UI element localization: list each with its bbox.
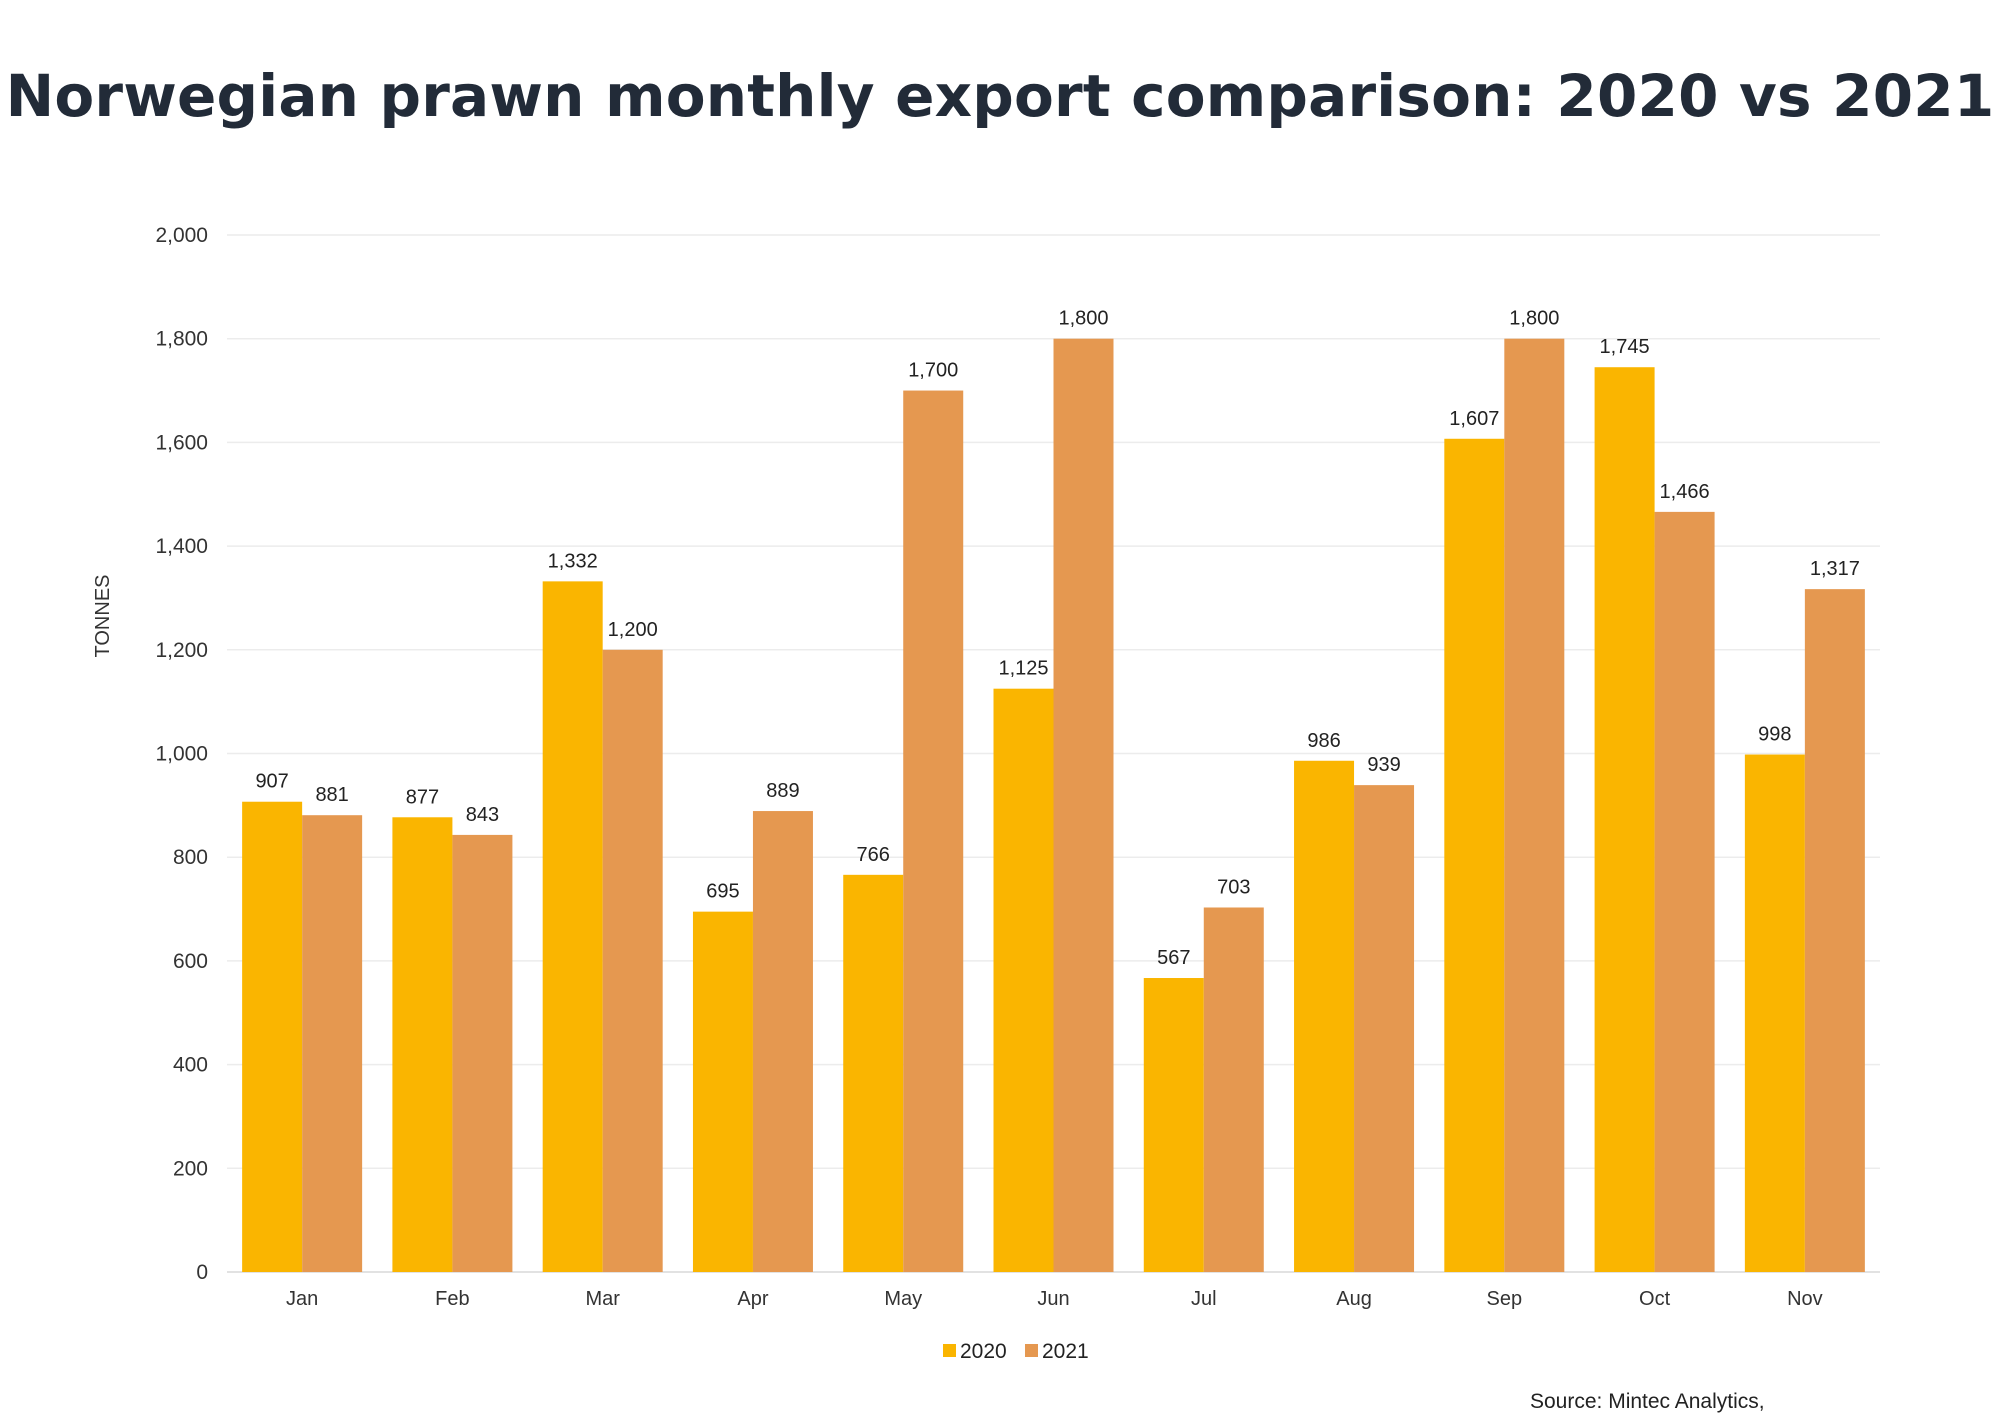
legend-swatch-2021 xyxy=(1025,1344,1038,1357)
y-tick-label: 600 xyxy=(173,950,208,973)
bar-2021-jun xyxy=(1053,338,1114,1272)
x-tick-label: Aug xyxy=(1336,1288,1372,1310)
bar-2021-feb xyxy=(452,834,513,1272)
bar-2020-feb xyxy=(392,817,453,1272)
data-label: 695 xyxy=(706,881,739,903)
data-label: 567 xyxy=(1157,947,1190,969)
data-label: 766 xyxy=(857,844,890,866)
y-tick-label: 1,400 xyxy=(155,535,208,558)
bar-2021-aug xyxy=(1354,785,1415,1272)
x-tick-label: Jul xyxy=(1191,1288,1217,1310)
y-tick-label: 1,600 xyxy=(155,431,208,454)
bar-2020-jul xyxy=(1143,978,1204,1272)
x-tick-label: Jan xyxy=(286,1288,318,1310)
y-tick-label: 0 xyxy=(196,1261,208,1284)
y-tick-label: 200 xyxy=(173,1157,208,1180)
data-label: 1,200 xyxy=(608,619,658,641)
y-tick-label: 1,200 xyxy=(155,639,208,662)
bar-2021-apr xyxy=(752,811,813,1272)
bar-2021-sep xyxy=(1504,338,1565,1272)
y-tick-label: 400 xyxy=(173,1054,208,1077)
bar-2021-mar xyxy=(602,649,663,1272)
data-label: 1,800 xyxy=(1058,308,1108,330)
data-label: 1,745 xyxy=(1600,336,1650,358)
x-tick-label: Nov xyxy=(1787,1288,1823,1310)
bar-2020-jun xyxy=(993,688,1054,1272)
x-tick-label: Sep xyxy=(1487,1288,1523,1310)
data-label: 1,800 xyxy=(1509,308,1559,330)
bar-2020-oct xyxy=(1594,367,1655,1272)
source-note: Source: Mintec Analytics, xyxy=(1530,1390,1765,1413)
x-tick-label: May xyxy=(884,1288,922,1310)
legend-label-2020: 2020 xyxy=(960,1340,1007,1363)
x-tick-label: Feb xyxy=(435,1288,469,1310)
data-label: 1,700 xyxy=(908,360,958,382)
data-label: 889 xyxy=(766,780,799,802)
legend-label-2021: 2021 xyxy=(1042,1340,1089,1363)
data-label: 1,317 xyxy=(1810,558,1860,580)
legend-swatch-2020 xyxy=(943,1344,956,1357)
data-label: 998 xyxy=(1758,724,1791,746)
data-label: 881 xyxy=(315,784,348,806)
bar-2021-nov xyxy=(1804,589,1865,1272)
bar-2021-oct xyxy=(1654,511,1715,1272)
x-tick-label: Oct xyxy=(1639,1288,1671,1310)
data-label: 1,332 xyxy=(548,550,598,572)
bar-2020-aug xyxy=(1294,760,1355,1272)
bar-2020-nov xyxy=(1744,754,1805,1272)
data-label: 703 xyxy=(1217,876,1250,898)
y-tick-label: 800 xyxy=(173,846,208,869)
y-tick-label: 1,800 xyxy=(155,328,208,351)
data-label: 1,607 xyxy=(1449,408,1499,430)
bar-2020-apr xyxy=(692,911,753,1272)
y-tick-label: 2,000 xyxy=(155,224,208,247)
x-tick-label: Apr xyxy=(737,1288,768,1310)
bar-2021-jan xyxy=(302,815,363,1272)
bar-2020-may xyxy=(843,874,904,1272)
y-axis-label: TONNES xyxy=(92,575,114,658)
bar-2021-may xyxy=(903,390,964,1272)
bar-2020-mar xyxy=(542,581,603,1272)
bar-2020-sep xyxy=(1444,438,1505,1272)
x-tick-label: Jun xyxy=(1037,1288,1069,1310)
x-tick-label: Mar xyxy=(585,1288,620,1310)
data-label: 877 xyxy=(406,786,439,808)
data-label: 1,125 xyxy=(998,658,1048,680)
y-tick-label: 1,000 xyxy=(155,743,208,766)
data-label: 1,466 xyxy=(1660,481,1710,503)
bar-2020-jan xyxy=(242,801,303,1272)
data-label: 939 xyxy=(1367,754,1400,776)
chart-title: Norwegian prawn monthly export compariso… xyxy=(5,62,1995,130)
data-label: 986 xyxy=(1307,730,1340,752)
bar-2021-jul xyxy=(1203,907,1264,1272)
data-label: 843 xyxy=(466,804,499,826)
data-label: 907 xyxy=(255,771,288,793)
